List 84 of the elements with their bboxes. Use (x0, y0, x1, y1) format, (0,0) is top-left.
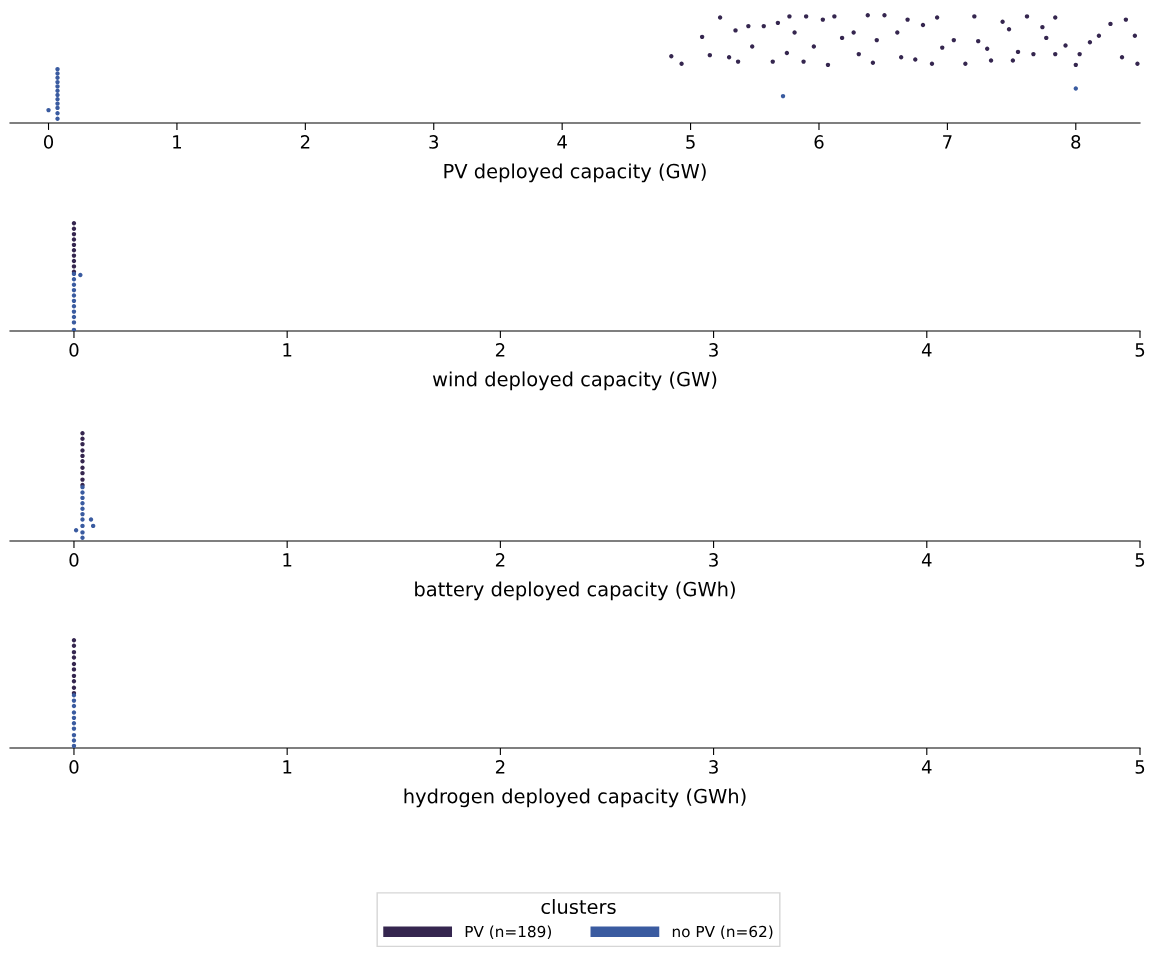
point (71, 732, 77, 738)
point (71, 667, 77, 672)
x-tick-label: 2 (495, 760, 505, 774)
point (71, 655, 77, 660)
point (55, 111, 60, 116)
x-tick-label: 3 (709, 760, 718, 774)
point (55, 116, 60, 121)
x-tick-label: 0 (43, 135, 54, 149)
x-tick-label: 4 (921, 553, 932, 567)
point (80, 431, 85, 436)
point (90, 523, 96, 529)
point (55, 84, 60, 89)
point (71, 703, 77, 709)
point (780, 93, 786, 99)
x-tick-label: 1 (283, 760, 292, 774)
point (1073, 86, 1078, 91)
x-tick-label: 4 (557, 135, 567, 149)
x-tick-label: 8 (1071, 135, 1081, 149)
x-tick-label: 6 (814, 135, 824, 149)
point (80, 465, 85, 470)
point (80, 511, 85, 517)
point (71, 685, 77, 690)
x-tick-label: 0 (69, 343, 79, 357)
point (55, 66, 60, 72)
point (71, 673, 77, 679)
point (80, 523, 85, 529)
point (80, 453, 85, 459)
point (71, 643, 77, 648)
point (71, 661, 77, 667)
x-tick-label: 4 (921, 343, 932, 357)
point (55, 75, 60, 80)
x-tick-label: 5 (1135, 553, 1145, 567)
point (71, 715, 77, 721)
point (80, 501, 85, 506)
legend-label: PV (n=189) (465, 925, 552, 940)
x-tick-label: 4 (921, 760, 932, 774)
point (73, 528, 79, 533)
x-axis-title: wind deployed capacity (GW) (432, 371, 717, 391)
point (80, 459, 85, 464)
point (71, 698, 77, 703)
x-tick-label: 5 (1135, 343, 1145, 357)
legend-label: no PV (n=62) (672, 925, 773, 940)
x-tick-label: 2 (495, 343, 505, 357)
x-tick-label: 3 (709, 553, 718, 567)
point (80, 441, 85, 447)
x-tick-label: 0 (69, 553, 79, 567)
x-tick-label: 1 (283, 553, 292, 567)
point (71, 738, 77, 743)
x-tick-label: 2 (495, 553, 505, 567)
point (71, 743, 77, 748)
point (71, 726, 77, 731)
point (55, 101, 60, 106)
point (80, 436, 85, 441)
point (88, 517, 94, 522)
point (71, 721, 77, 726)
x-tick-label: 3 (709, 343, 718, 357)
point (55, 97, 60, 102)
x-axis-title: battery deployed capacity (GWh) (415, 581, 735, 601)
point (71, 679, 77, 684)
legend-title: clusters (541, 899, 616, 915)
point (71, 710, 77, 715)
point (80, 470, 85, 476)
x-tick-label: 3 (429, 135, 439, 149)
point (55, 79, 60, 85)
x-tick-label: 2 (300, 135, 310, 149)
x-tick-label: 5 (686, 135, 695, 149)
x-tick-label: 0 (69, 760, 79, 774)
x-tick-label: 5 (1135, 760, 1145, 774)
point (80, 535, 85, 540)
x-axis-title: PV deployed capacity (GW) (444, 163, 706, 183)
point (71, 638, 77, 643)
x-tick-label: 1 (283, 343, 292, 357)
point (55, 88, 60, 93)
point (46, 107, 51, 113)
point (80, 506, 85, 511)
x-tick-label: 7 (943, 135, 952, 149)
point (55, 92, 60, 98)
x-tick-label: 1 (173, 135, 182, 149)
point (80, 530, 85, 535)
point (80, 495, 85, 501)
x-axis-title: hydrogen deployed capacity (GWh) (404, 788, 746, 808)
point (71, 649, 77, 655)
point (55, 105, 60, 111)
point (80, 477, 85, 482)
